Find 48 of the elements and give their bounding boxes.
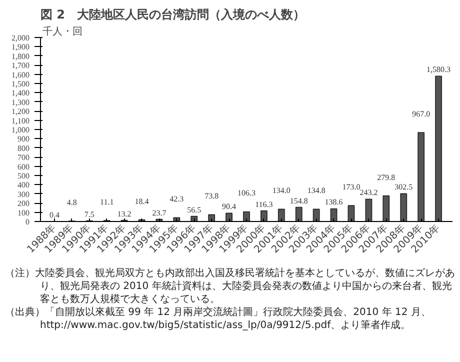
y-tick-label: 400 — [18, 180, 30, 190]
data-label: 106.3 — [238, 188, 256, 198]
data-label: 7.5 — [84, 210, 94, 219]
data-label: 138.6 — [324, 198, 343, 207]
data-label: 11.1 — [100, 197, 114, 206]
y-tick-label: 600 — [18, 162, 30, 172]
data-label: 56.5 — [187, 205, 202, 214]
y-tick-label: 1,500 — [12, 80, 30, 88]
data-label: 13.2 — [117, 209, 132, 218]
y-tick-label: 1,400 — [12, 88, 30, 98]
y-tick-label: 900 — [18, 134, 30, 144]
data-label: 279.8 — [377, 172, 396, 182]
data-label: 134.0 — [272, 186, 290, 196]
y-tick-label: 0 — [26, 218, 30, 226]
data-label: 967.0 — [412, 110, 430, 119]
data-label: 90.4 — [222, 202, 236, 212]
y-tick-label: 1,600 — [12, 70, 30, 80]
y-tick-label: 1,800 — [12, 52, 30, 61]
y-tick-label: 300 — [18, 190, 30, 199]
y-tick-label: 800 — [18, 144, 30, 153]
y-tick-label: 1,000 — [12, 126, 30, 134]
data-label: 243.2 — [360, 188, 378, 198]
y-tick-label: 500 — [18, 172, 30, 180]
data-label: 73.8 — [204, 192, 219, 201]
y-tick-label: 1,200 — [12, 107, 30, 116]
data-label: 23.7 — [152, 208, 166, 218]
y-tick-label: 200 — [18, 199, 30, 208]
data-label: 4.8 — [66, 198, 77, 208]
data-label: 134.8 — [307, 186, 326, 196]
text: （注）大陸委員会、観光局双方とも内政部出入国及移民署統計を基本としているが、数値にズレがあり、観光局発表の 2010 年統計資料は、大陸委員会発表の数値より中国からの来台者、観光客とも数万人規模で大きくなっている。 — [5, 267, 456, 306]
y-tick-label: 1,100 — [12, 116, 30, 126]
data-label: 18.4 — [134, 196, 149, 206]
data-label: 42.3 — [170, 194, 184, 204]
y-tick-label: 100 — [18, 208, 30, 218]
y-tick-label: 700 — [18, 153, 30, 162]
data-label: 154.8 — [290, 196, 308, 206]
data-label: 116.3 — [255, 200, 273, 209]
data-label: 1,580.3 — [426, 65, 451, 74]
y-tick-label: 1,700 — [12, 61, 30, 70]
text: （出典）「自開放以來截至 99 年 12 月兩岸交流統計圖」行政院大陸委員会、2010 年 12 月、http://www.mac.gov.tw/big5/statistic/ass_lp/0a/9912/5.pdf、より筆者作成。 — [5, 306, 432, 332]
data-label: 302.5 — [394, 182, 413, 192]
y-tick-label: 1,300 — [12, 98, 30, 107]
data-label: 0.4 — [49, 210, 60, 220]
y-tick-label: 1,900 — [12, 42, 30, 52]
data-label: 173.0 — [342, 182, 360, 192]
y-axis-title: 千人・回 — [42, 26, 82, 38]
y-tick-label: 2,000 — [12, 34, 30, 42]
chart-title: 図 2 大陸地区人民の台湾訪問（入境のべ人数） — [40, 8, 306, 22]
